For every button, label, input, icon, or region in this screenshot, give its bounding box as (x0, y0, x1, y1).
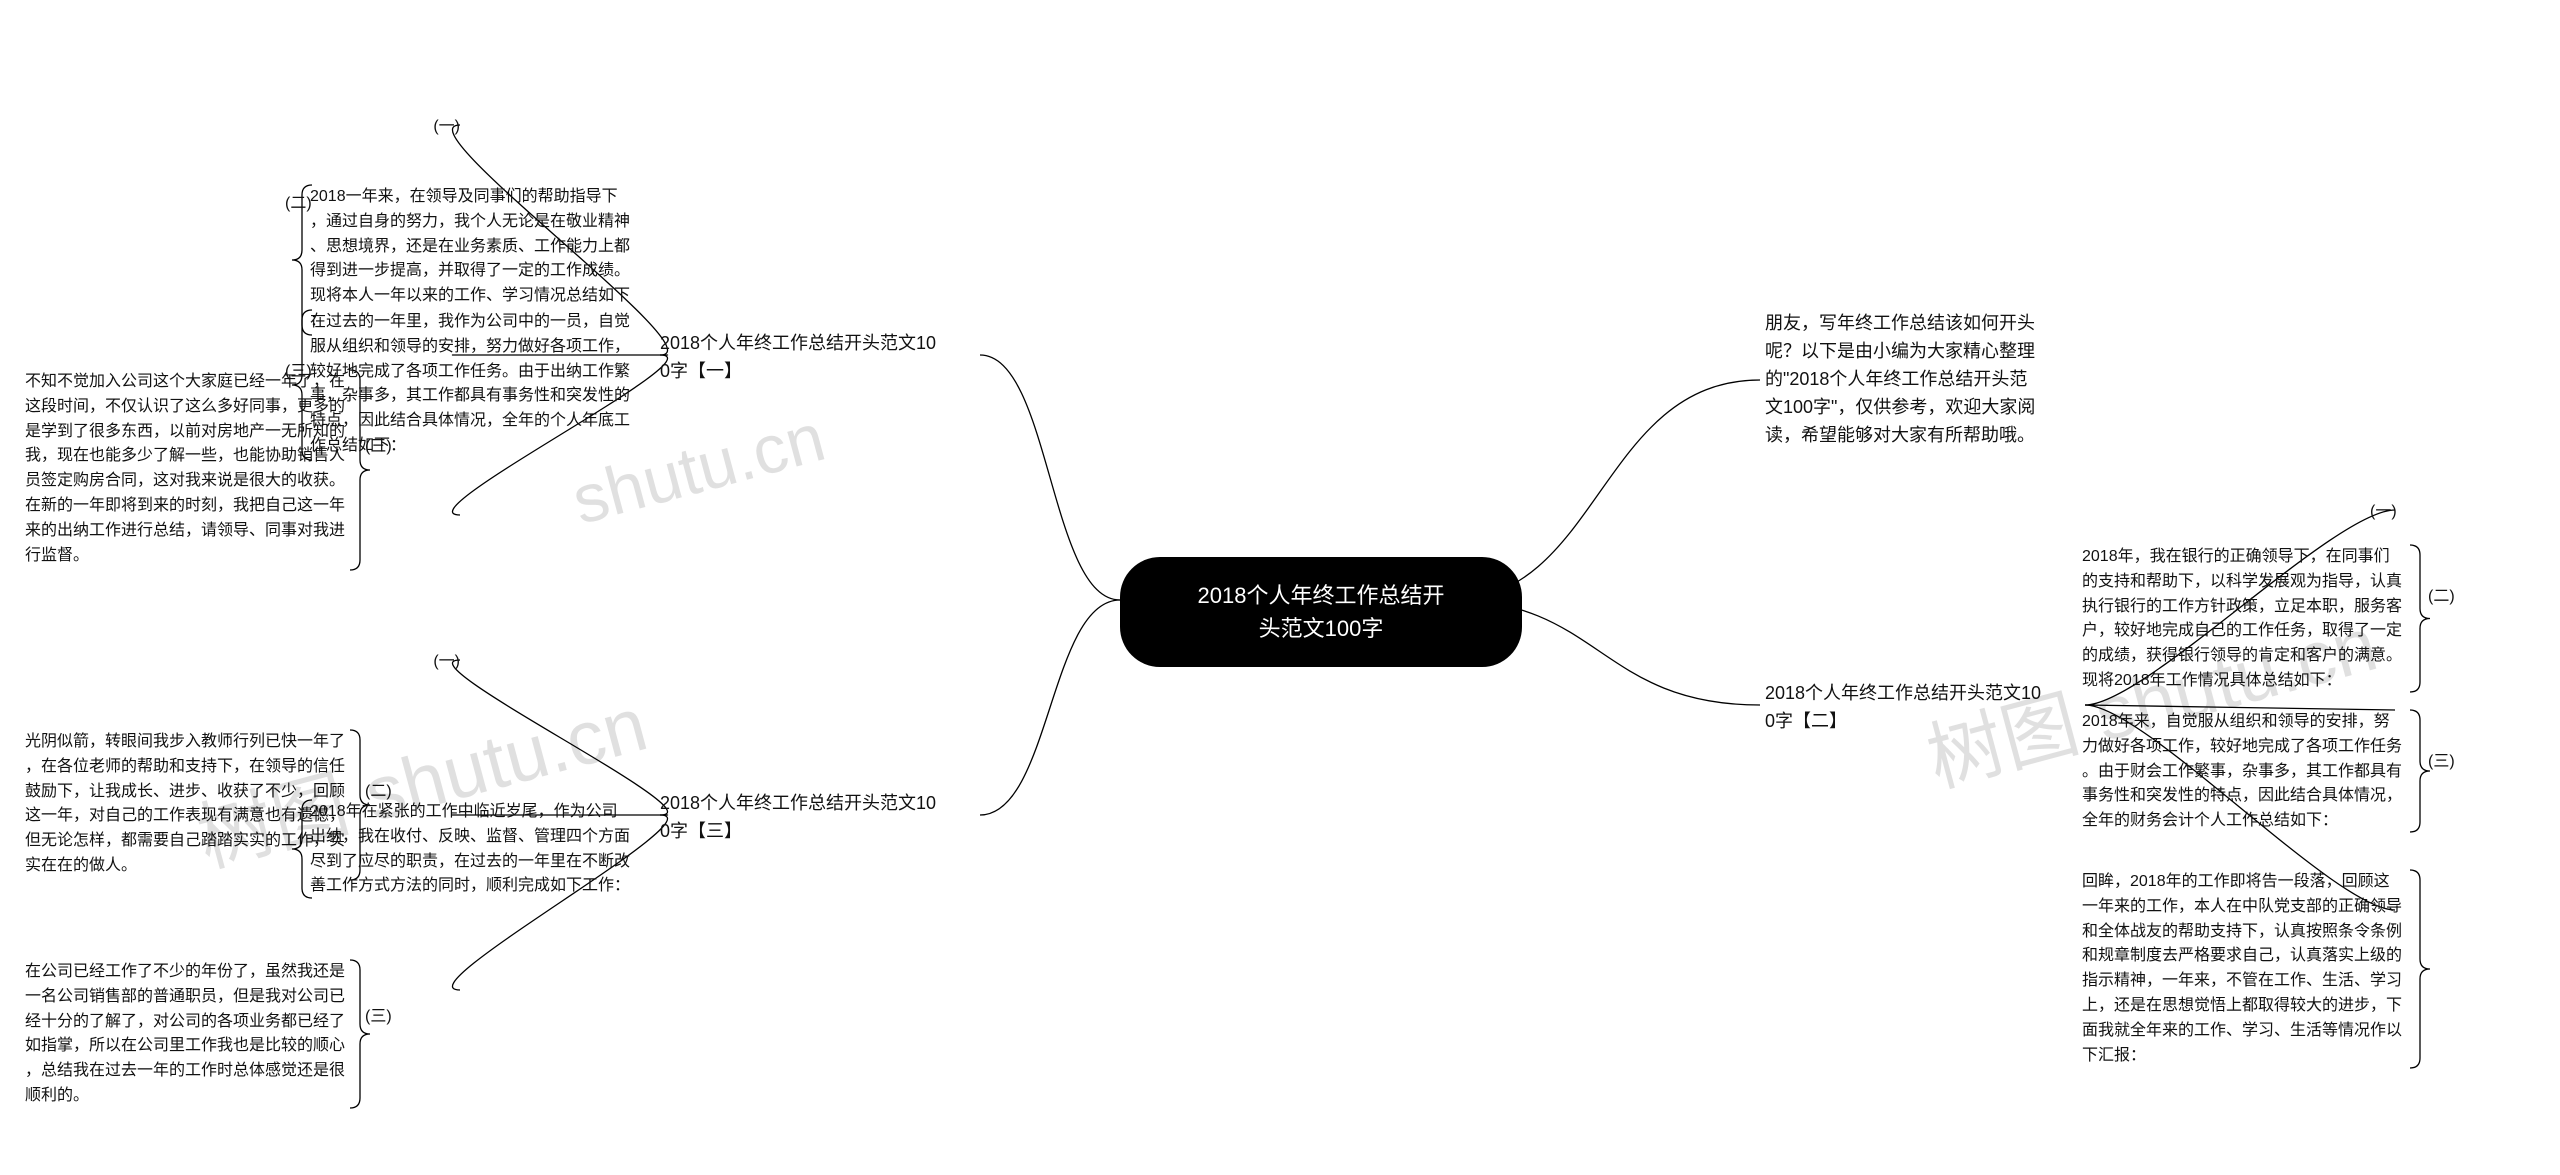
s1-child-1-label[interactable]: (一) (430, 115, 460, 140)
s3-child-3-label[interactable]: (三) (365, 1005, 395, 1030)
s1-child-2-body: 在过去的一年里，我作为公司中的一员，自觉 服从组织和领导的安排，努力做好各项工作… (310, 310, 645, 459)
s2-child-2-body: 2018年来，自觉服从组织和领导的安排，努 力做好各项工作，较好地完成了各项工作… (2082, 710, 2417, 834)
s2-child-2-label[interactable]: (二) (2428, 585, 2458, 610)
s3-child-2-body: 光阴似箭，转眼间我步入教师行列已快一年了 ，在各位老师的帮助和支持下，在领导的信… (25, 730, 360, 879)
s3-child-1-body: 2018年在紧张的工作中临近岁尾，作为公司 出纳，我在收付、反映、监督、管理四个… (310, 800, 645, 899)
s2-child-1-label-top[interactable]: (一) (2370, 500, 2400, 525)
root-node[interactable]: 2018个人年终工作总结开 头范文100字 (1120, 557, 1522, 667)
s2-child-3-label[interactable]: (三) (2428, 750, 2458, 775)
s3-child-3-body: 在公司已经工作了不少的年份了，虽然我还是 一名公司销售部的普通职员，但是我对公司… (25, 960, 360, 1109)
section-2-title[interactable]: 2018个人年终工作总结开头范文10 0字【二】 (1765, 680, 2085, 736)
s3-child-1-label[interactable]: (一) (430, 650, 460, 675)
s2-child-3-body: 回眸，2018年的工作即将告一段落，回顾这 一年来的工作，本人在中队党支部的正确… (2082, 870, 2417, 1068)
s1-child-3-label-right: (三) (365, 435, 395, 460)
intro-text: 朋友，写年终工作总结该如何开头 呢？以下是由小编为大家精心整理 的"2018个人… (1765, 310, 2095, 449)
s2-child-1-body: 2018年，我在银行的正确领导下，在同事们 的支持和帮助下，以科学发展观为指导，… (2082, 545, 2417, 694)
section-1-title[interactable]: 2018个人年终工作总结开头范文10 0字【一】 (660, 330, 980, 386)
s1-child-3-body: 不知不觉加入公司这个大家庭已经一年了，在 这段时间，不仅认识了这么多好同事，更多… (25, 370, 360, 568)
section-3-title[interactable]: 2018个人年终工作总结开头范文10 0字【三】 (660, 790, 980, 846)
